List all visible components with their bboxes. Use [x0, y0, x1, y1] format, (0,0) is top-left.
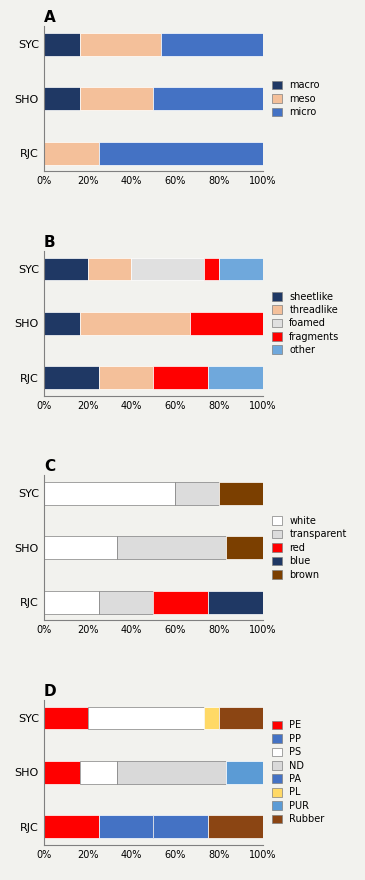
- Bar: [44, 366, 99, 389]
- Legend: macro, meso, micro: macro, meso, micro: [270, 78, 322, 119]
- Bar: [190, 312, 263, 334]
- Bar: [175, 482, 219, 505]
- Bar: [99, 590, 153, 613]
- Bar: [117, 761, 226, 784]
- Bar: [99, 816, 153, 839]
- Bar: [44, 258, 88, 281]
- Bar: [153, 87, 263, 110]
- Text: A: A: [44, 11, 55, 26]
- Text: B: B: [44, 235, 55, 250]
- Bar: [44, 707, 88, 730]
- Bar: [44, 312, 80, 334]
- Bar: [226, 761, 263, 784]
- Bar: [161, 33, 263, 55]
- Bar: [44, 142, 99, 165]
- Bar: [44, 482, 175, 505]
- Bar: [80, 761, 117, 784]
- Bar: [88, 707, 204, 730]
- Bar: [208, 590, 263, 613]
- Bar: [208, 366, 263, 389]
- Bar: [204, 258, 219, 281]
- Bar: [153, 366, 208, 389]
- Legend: PE, PP, PS, ND, PA, PL, PUR, Rubber: PE, PP, PS, ND, PA, PL, PUR, Rubber: [270, 719, 326, 826]
- Bar: [88, 258, 131, 281]
- Bar: [131, 258, 204, 281]
- Bar: [80, 33, 161, 55]
- Text: C: C: [44, 459, 55, 474]
- Bar: [99, 366, 153, 389]
- Bar: [208, 816, 263, 839]
- Bar: [219, 707, 263, 730]
- Bar: [44, 590, 99, 613]
- Bar: [153, 816, 208, 839]
- Legend: sheetlike, threadlike, foamed, fragments, other: sheetlike, threadlike, foamed, fragments…: [270, 290, 342, 357]
- Bar: [44, 87, 80, 110]
- Bar: [44, 33, 80, 55]
- Bar: [204, 707, 219, 730]
- Bar: [44, 761, 80, 784]
- Bar: [226, 537, 263, 560]
- Bar: [219, 482, 263, 505]
- Bar: [117, 537, 226, 560]
- Bar: [99, 142, 263, 165]
- Bar: [219, 258, 263, 281]
- Bar: [80, 312, 190, 334]
- Legend: white, transparent, red, blue, brown: white, transparent, red, blue, brown: [270, 514, 349, 582]
- Bar: [153, 590, 208, 613]
- Bar: [80, 87, 153, 110]
- Bar: [44, 816, 99, 839]
- Bar: [44, 537, 117, 560]
- Text: D: D: [44, 684, 57, 699]
